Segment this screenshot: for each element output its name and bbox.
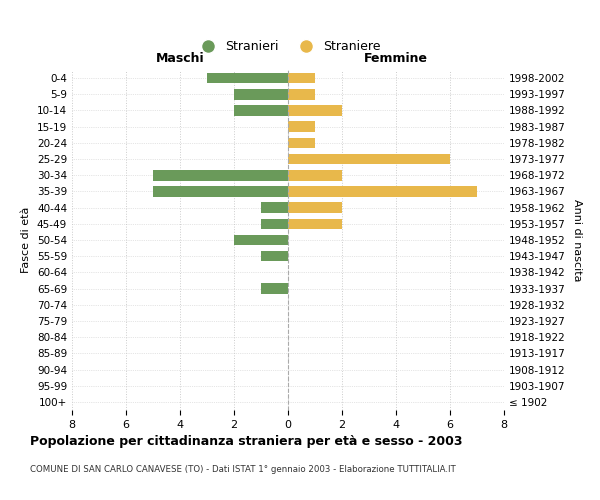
Bar	[288, 105, 342, 116]
Bar	[261, 202, 288, 213]
Text: Popolazione per cittadinanza straniera per età e sesso - 2003: Popolazione per cittadinanza straniera p…	[30, 435, 463, 448]
Text: Femmine: Femmine	[364, 52, 428, 65]
Legend: Stranieri, Straniere: Stranieri, Straniere	[190, 36, 386, 59]
Y-axis label: Fasce di età: Fasce di età	[22, 207, 31, 273]
Text: COMUNE DI SAN CARLO CANAVESE (TO) - Dati ISTAT 1° gennaio 2003 - Elaborazione TU: COMUNE DI SAN CARLO CANAVESE (TO) - Dati…	[30, 465, 456, 474]
Bar	[261, 284, 288, 294]
Bar	[288, 170, 342, 180]
Bar	[234, 89, 288, 100]
Bar	[261, 251, 288, 262]
Bar	[153, 186, 288, 196]
Bar	[288, 202, 342, 213]
Bar	[288, 89, 315, 100]
Bar	[288, 138, 315, 148]
Bar	[288, 122, 315, 132]
Bar	[234, 105, 288, 116]
Y-axis label: Anni di nascita: Anni di nascita	[572, 198, 582, 281]
Bar	[261, 218, 288, 229]
Bar	[153, 170, 288, 180]
Bar	[288, 73, 315, 84]
Bar	[288, 154, 450, 164]
Bar	[207, 73, 288, 84]
Bar	[234, 234, 288, 246]
Bar	[288, 186, 477, 196]
Text: Maschi: Maschi	[155, 52, 205, 65]
Bar	[288, 218, 342, 229]
